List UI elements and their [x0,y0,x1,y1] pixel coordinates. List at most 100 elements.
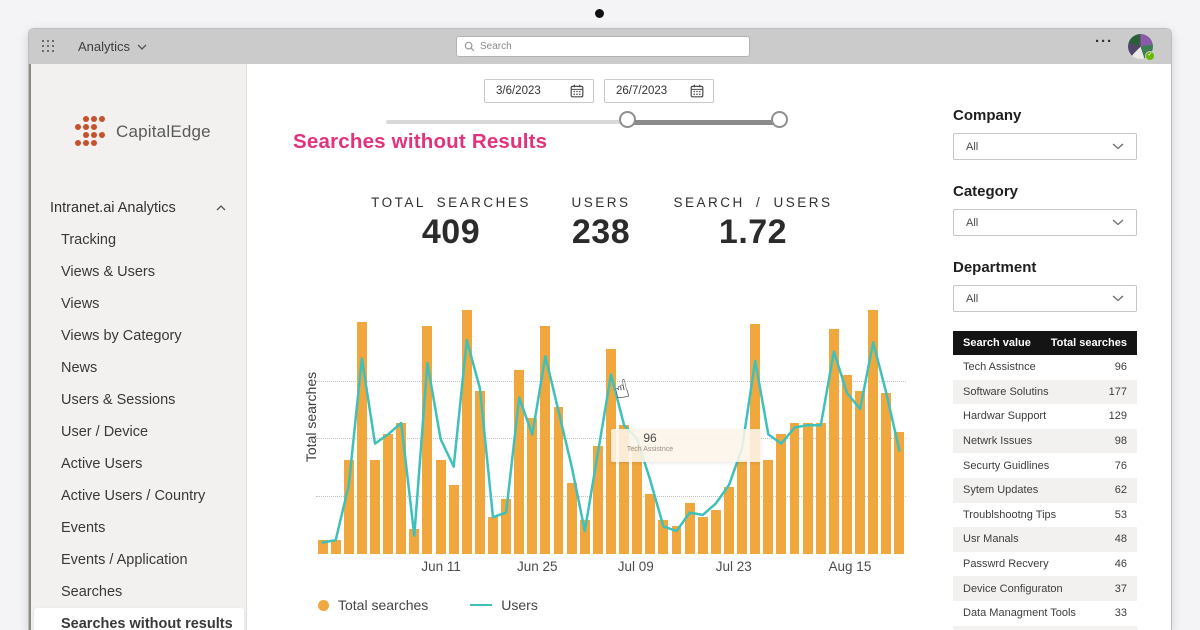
bar[interactable] [723,487,734,554]
table-row: Tech Assistnce 96 [953,355,1137,380]
bar[interactable] [684,503,695,554]
sidebar-item-views-users[interactable]: Views & Users [61,264,156,280]
bar[interactable] [553,406,564,554]
filter-department: Department All [953,259,1137,312]
bar[interactable] [632,445,643,554]
top-app-bar: Analytics ··· ✓ [29,29,1171,64]
bar[interactable] [317,540,328,554]
chart-legend: Total searches Users [318,597,538,613]
chevron-up-icon[interactable] [216,205,226,211]
more-options-button[interactable]: ··· [1095,33,1113,50]
slider-selected-range[interactable] [628,120,780,125]
bar[interactable] [356,321,367,554]
search-values-table: Search value Total searches Tech Assistn… [953,331,1137,630]
company-select[interactable]: All [953,133,1137,160]
bar[interactable] [855,390,865,554]
bar[interactable] [645,494,656,554]
bar[interactable] [330,540,341,554]
calendar-icon[interactable] [690,84,704,98]
sidebar-item-views[interactable]: Views [61,296,100,312]
bar[interactable] [815,422,826,554]
bar[interactable] [343,459,354,554]
bar[interactable] [710,510,721,554]
sidebar-item-searches[interactable]: Searches [61,584,123,600]
bar[interactable] [881,393,892,554]
date-to-input[interactable]: 26/7/2023 [604,79,714,103]
chart-plot-area[interactable]: 96 Tech Assistnce ☝ [316,301,906,554]
bar[interactable] [802,422,813,554]
legend-line-icon [470,603,493,607]
bar[interactable] [789,422,800,554]
avatar[interactable]: ✓ [1128,34,1155,61]
sidebar-item-tracking[interactable]: Tracking [61,232,117,248]
bar[interactable] [697,517,708,554]
bar[interactable] [841,374,852,554]
bar[interactable] [868,310,879,554]
bar[interactable] [396,422,407,554]
waffle-icon[interactable] [42,39,56,54]
sidebar-section-intranet-analytics[interactable]: Intranet.ai Analytics [29,192,246,224]
stat-value: 238 [571,213,631,251]
legend-item-users: Users [470,597,538,613]
sidebar-item-users-sessions[interactable]: Users & Sessions [61,392,176,408]
bar[interactable] [737,459,748,554]
bar[interactable] [776,434,787,554]
chevron-down-icon [137,44,147,50]
bar[interactable] [514,370,525,554]
cell-total-searches: 46 [1114,558,1127,571]
sidebar-item-active-users-country[interactable]: Active Users / Country [61,488,206,504]
bar[interactable] [409,528,420,554]
cell-search-value: Tech Assistnce [963,361,1036,374]
date-range-slider[interactable] [386,111,790,128]
sidebar-item-user-device[interactable]: User / Device [61,424,149,440]
date-from-value: 3/6/2023 [496,85,541,97]
table-header-search-value: Search value [963,337,1031,349]
stat-label: TOTAL SEARCHES [371,195,531,210]
department-select[interactable]: All [953,285,1137,312]
stat-search-per-users: SEARCH / USERS 1.72 [651,195,855,252]
bar[interactable] [828,328,839,554]
bar[interactable] [579,519,590,554]
calendar-icon[interactable] [570,84,584,98]
filter-label: Category [953,183,1019,200]
bar[interactable] [435,459,446,554]
bar[interactable] [488,517,498,554]
bar[interactable] [474,390,485,554]
bar[interactable] [894,432,905,554]
bar[interactable] [540,326,551,554]
app-switcher[interactable]: Analytics [78,39,147,54]
slider-handle-end[interactable] [771,111,788,128]
bar[interactable] [592,445,603,554]
x-tick-label: Jun 25 [516,559,558,574]
sidebar-item-news[interactable]: News [61,360,98,376]
bar[interactable] [370,459,380,554]
category-select[interactable]: All [953,209,1137,236]
table-row: Passwrd Recvery 46 [953,551,1137,577]
sidebar-item-views-by-category[interactable]: Views by Category [61,328,182,344]
cell-total-searches: 177 [1108,385,1127,398]
sidebar-item-events[interactable]: Events [61,520,106,536]
bar[interactable] [566,482,577,554]
bar[interactable] [501,498,512,554]
bar-series [316,301,906,554]
sidebar-item-events-application[interactable]: Events / Application [61,552,188,568]
cell-total-searches: 76 [1114,459,1127,472]
cell-search-value: Hardwar Support [963,410,1047,423]
sidebar-item-searches-without-results[interactable]: Searches without results [34,608,244,630]
table-header-total-searches: Total searches [1050,337,1127,349]
slider-handle-start[interactable] [619,111,636,128]
bar[interactable] [658,519,669,554]
bar[interactable] [383,434,394,554]
sidebar-nav: Intranet.ai Analytics Tracking Views & Us… [29,192,246,630]
search-input[interactable] [480,41,742,52]
date-from-input[interactable]: 3/6/2023 [484,79,594,103]
bar[interactable] [422,326,433,554]
bar[interactable] [671,526,682,554]
x-tick-label: Jul 23 [715,559,752,574]
bar[interactable] [448,485,459,554]
bar[interactable] [763,459,774,554]
sidebar-item-active-users[interactable]: Active Users [61,456,143,472]
bar[interactable] [527,418,538,554]
bar[interactable] [461,310,472,554]
slider-track[interactable] [386,120,628,124]
